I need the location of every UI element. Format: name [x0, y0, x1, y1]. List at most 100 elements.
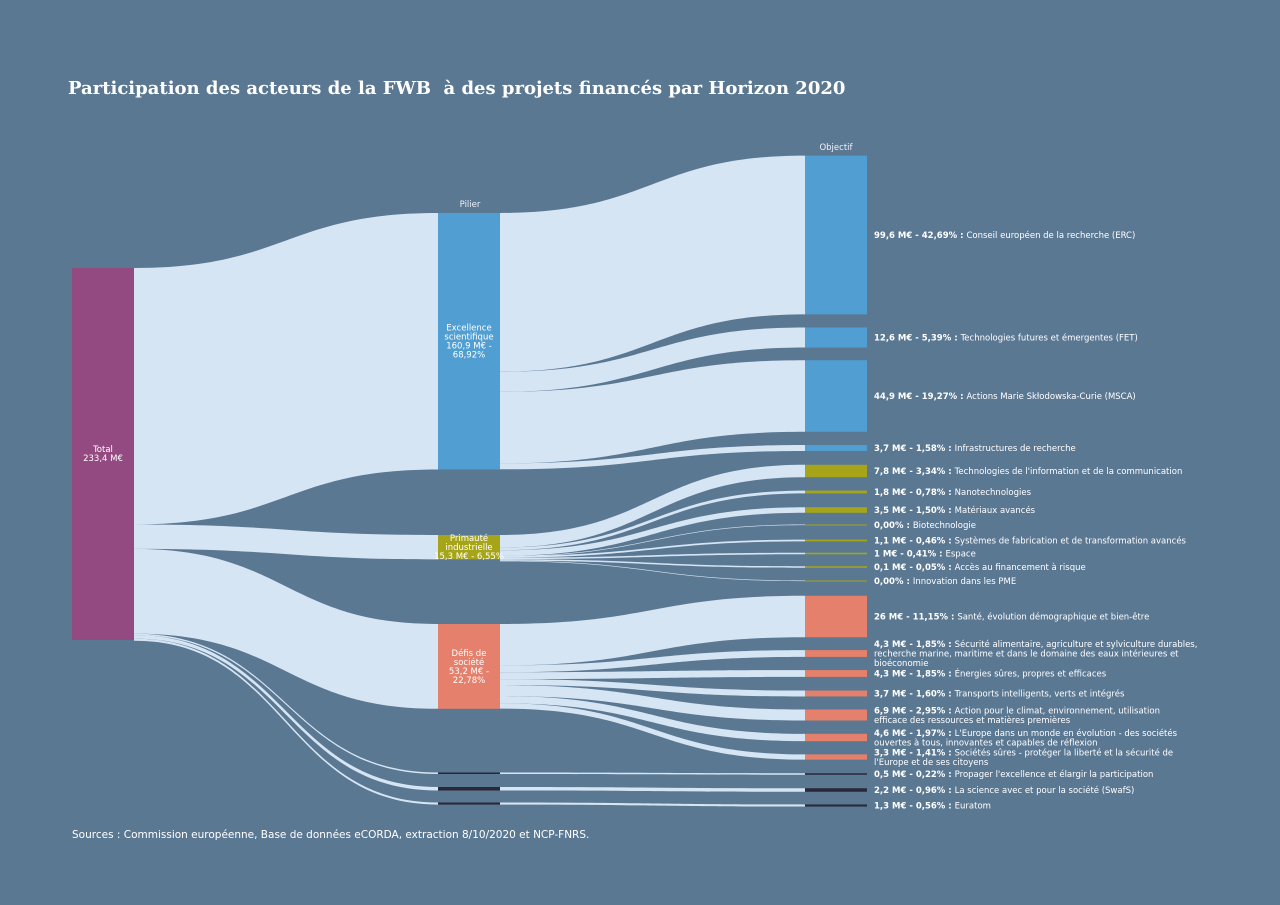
page-title: Participation des acteurs de la FWB à de… — [68, 78, 846, 99]
link-objective-22 — [500, 802, 805, 807]
objective-node-7 — [805, 507, 867, 513]
objective-label-22: 1,3 M€ - 0,56% : Euratom — [874, 802, 991, 812]
objective-name-line: Nanotechnologies — [955, 488, 1032, 498]
objective-name-line: L'Europe dans un monde en évolution - de… — [955, 728, 1178, 739]
objective-label-8: 0,00% : Biotechnologie — [874, 521, 976, 531]
objective-node-4 — [805, 445, 867, 451]
objective-value: 1,1 M€ - 0,46% : — [874, 537, 955, 547]
objective-value: 3,7 M€ - 1,58% : — [874, 444, 955, 454]
objective-node-12 — [805, 580, 867, 582]
objective-label-16: 3,7 M€ - 1,60% : Transports intelligents… — [874, 689, 1125, 700]
objective-value: 2,2 M€ - 0,96% : — [874, 786, 955, 796]
link-objective-11 — [500, 559, 805, 568]
pillar-label-line: scientifique — [444, 333, 493, 343]
objective-node-19 — [805, 754, 867, 760]
link-total-widening — [134, 633, 438, 774]
objective-value: 3,3 M€ - 1,41% : — [874, 748, 955, 758]
objective-label-7: 3,5 M€ - 1,50% : Matériaux avancés — [874, 505, 1036, 516]
objective-name-line: efficace des ressources et matières prem… — [874, 715, 1071, 726]
link-objective-2 — [500, 327, 805, 392]
pillar-label-line: société — [454, 657, 484, 668]
objective-node-16 — [805, 690, 867, 697]
objective-node-3 — [805, 360, 867, 432]
objective-label-17: 6,9 M€ - 2,95% : Action pour le climat, … — [874, 706, 1160, 726]
pillar-label-line: 160,9 M€ - — [446, 342, 492, 352]
pillar-label-societal: Défis de société 53,2 M€ -22,78% — [449, 648, 489, 686]
pillar-label-line: 68,92% — [453, 351, 485, 361]
objective-node-2 — [805, 327, 867, 348]
objective-node-6 — [805, 490, 867, 494]
objective-node-1 — [805, 155, 867, 315]
objective-node-8 — [805, 524, 867, 526]
link-total-industrial — [134, 524, 438, 560]
link-objective-17 — [500, 685, 805, 721]
pillar-node-industrial — [438, 535, 500, 560]
sources-note: Sources : Commission européenne, Base de… — [72, 829, 590, 841]
total-label-value: 233,4 M€ — [83, 454, 123, 464]
link-objective-7 — [500, 507, 805, 556]
pillar-label-line: 53,2 M€ - — [449, 667, 489, 677]
pillar-column-header: Pilier — [460, 200, 481, 210]
objective-value: 99,6 M€ - 42,69% : — [874, 231, 966, 241]
objective-value: 0,1 M€ - 0,05% : — [874, 563, 955, 573]
objective-name-line: Matériaux avancés — [955, 505, 1036, 516]
link-objective-16 — [500, 679, 805, 697]
link-objective-13 — [500, 595, 805, 666]
link-objective-10 — [500, 552, 805, 560]
objective-name-line: Conseil européen de la recherche (ERC) — [966, 230, 1135, 241]
link-objective-5 — [500, 464, 805, 548]
objective-value: 1,3 M€ - 0,56% : — [874, 802, 955, 812]
link-objective-6 — [500, 490, 805, 551]
objective-name-line: Infrastructures de recherche — [955, 444, 1076, 454]
objective-node-10 — [805, 552, 867, 555]
objective-value: 0,5 M€ - 0,22% : — [874, 770, 955, 780]
objective-label-6: 1,8 M€ - 0,78% : Nanotechnologies — [874, 488, 1032, 498]
objective-value: 1,8 M€ - 0,78% : — [874, 488, 955, 498]
objective-name-line: La science avec et pour la société (Swaf… — [955, 785, 1135, 796]
objective-label-11: 0,1 M€ - 0,05% : Accès au financement à … — [874, 562, 1086, 573]
link-objective-4 — [500, 445, 805, 470]
objective-label-12: 0,00% : Innovation dans les PME — [874, 577, 1016, 587]
objective-label-1: 99,6 M€ - 42,69% : Conseil européen de l… — [874, 230, 1135, 241]
objective-name-line: Action pour le climat, environnement, ut… — [955, 706, 1160, 716]
objective-label-13: 26 M€ - 11,15% : Santé, évolution démogr… — [874, 612, 1149, 623]
link-objective-8 — [500, 524, 805, 557]
objective-value: 7,8 M€ - 3,34% : — [874, 467, 955, 477]
objective-name-line: Propager l'excellence et élargir la part… — [955, 769, 1154, 780]
link-total-excellence — [134, 213, 438, 525]
objective-value: 12,6 M€ - 5,39% : — [874, 334, 961, 344]
pillar-node-widening — [438, 772, 500, 774]
objective-node-18 — [805, 733, 867, 742]
objective-value: 6,9 M€ - 2,95% : — [874, 706, 955, 716]
pillar-label-line: 15,3 M€ - 6,55% — [434, 552, 504, 562]
link-objective-1 — [500, 155, 805, 372]
objective-node-13 — [805, 595, 867, 638]
total-node — [72, 268, 134, 640]
objective-name-line: Technologies de l'information et de la c… — [954, 467, 1183, 477]
objective-name-line: Technologies futures et émergentes (FET) — [960, 333, 1138, 344]
pillar-node-swafs — [438, 787, 500, 791]
objective-value: 4,3 M€ - 1,85% : — [874, 640, 955, 650]
link-objective-3 — [500, 360, 805, 464]
objective-name-line: Innovation dans les PME — [913, 577, 1016, 587]
link-total-societal — [134, 548, 438, 709]
objective-name-line: Transports intelligents, verts et intégr… — [954, 689, 1125, 700]
link-total-euratom — [134, 638, 438, 805]
objective-name-line: Sécurité alimentaire, agriculture et syl… — [955, 639, 1198, 650]
objective-name-line: Espace — [946, 550, 976, 560]
pillar-label-excellence: Excellence scientifique 160,9 M€ -68,92% — [444, 324, 493, 361]
objective-node-14 — [805, 650, 867, 657]
pillar-label-line: Défis de — [452, 648, 487, 659]
objective-value: 4,3 M€ - 1,85% : — [874, 670, 955, 680]
link-objective-9 — [500, 539, 805, 558]
objective-name-line: Biotechnologie — [913, 521, 976, 531]
objective-name-line: Euratom — [955, 802, 991, 812]
objective-name-line: recherche marine, maritime et dans le do… — [874, 649, 1179, 660]
link-objective-14 — [500, 650, 805, 673]
pillar-label-line: Excellence — [446, 324, 491, 334]
objective-label-15: 4,3 M€ - 1,85% : Énergies sûres, propres… — [874, 668, 1107, 680]
objective-node-20 — [805, 773, 867, 775]
objective-label-9: 1,1 M€ - 0,46% : Systèmes de fabrication… — [874, 536, 1187, 547]
objective-node-9 — [805, 539, 867, 542]
